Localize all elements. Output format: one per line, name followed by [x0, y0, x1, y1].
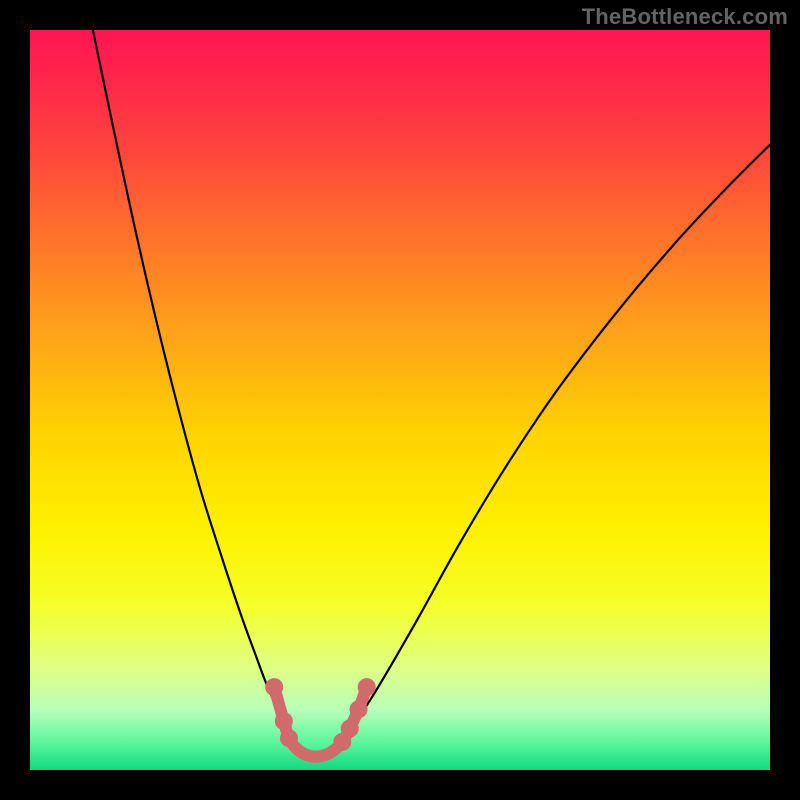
marker-point — [341, 720, 359, 738]
marker-point — [275, 712, 293, 730]
curve-segment — [352, 145, 770, 727]
bottleneck-curve — [30, 30, 770, 770]
marker-point — [358, 678, 376, 696]
curve-segment — [93, 30, 289, 727]
marker-point — [265, 678, 283, 696]
watermark-text: TheBottleneck.com — [582, 4, 788, 30]
chart-frame: TheBottleneck.com — [0, 0, 800, 800]
plot-area — [30, 30, 770, 770]
marker-point — [350, 700, 368, 718]
